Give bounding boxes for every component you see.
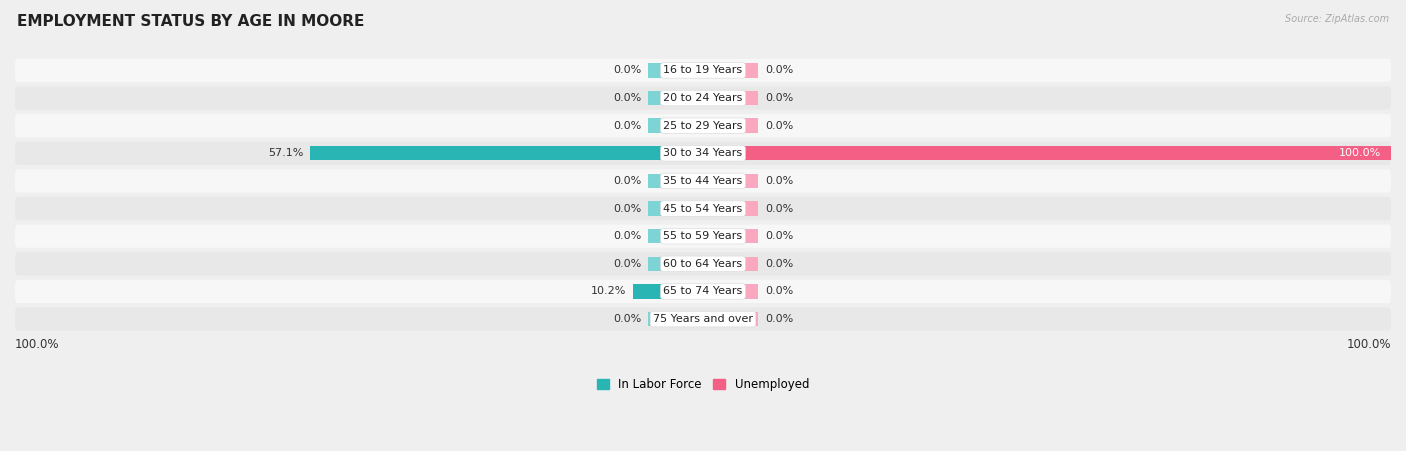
Text: 55 to 59 Years: 55 to 59 Years — [664, 231, 742, 241]
Text: 0.0%: 0.0% — [765, 314, 793, 324]
Bar — [703, 63, 758, 78]
Text: 0.0%: 0.0% — [765, 259, 793, 269]
Text: 0.0%: 0.0% — [613, 231, 641, 241]
Bar — [703, 229, 758, 244]
FancyBboxPatch shape — [15, 169, 1391, 193]
FancyBboxPatch shape — [15, 252, 1391, 276]
Bar — [703, 312, 758, 326]
FancyBboxPatch shape — [15, 197, 1391, 220]
Text: 16 to 19 Years: 16 to 19 Years — [664, 65, 742, 75]
Bar — [703, 202, 758, 216]
Text: 0.0%: 0.0% — [613, 314, 641, 324]
Text: 30 to 34 Years: 30 to 34 Years — [664, 148, 742, 158]
Text: 100.0%: 100.0% — [15, 338, 59, 351]
Bar — [633, 284, 703, 299]
Text: 0.0%: 0.0% — [613, 259, 641, 269]
Text: 60 to 64 Years: 60 to 64 Years — [664, 259, 742, 269]
Text: 0.0%: 0.0% — [765, 65, 793, 75]
Text: 0.0%: 0.0% — [765, 286, 793, 296]
Bar — [648, 257, 703, 271]
Bar — [703, 257, 758, 271]
Bar — [648, 312, 703, 326]
Text: 45 to 54 Years: 45 to 54 Years — [664, 203, 742, 214]
Text: 100.0%: 100.0% — [1339, 148, 1381, 158]
Bar — [311, 146, 703, 161]
Bar — [703, 174, 758, 188]
Bar — [648, 63, 703, 78]
Bar — [648, 174, 703, 188]
Text: 0.0%: 0.0% — [613, 176, 641, 186]
Bar — [648, 91, 703, 105]
Bar — [703, 91, 758, 105]
Text: 0.0%: 0.0% — [765, 176, 793, 186]
FancyBboxPatch shape — [15, 114, 1391, 137]
Text: 0.0%: 0.0% — [765, 231, 793, 241]
Text: 35 to 44 Years: 35 to 44 Years — [664, 176, 742, 186]
FancyBboxPatch shape — [15, 142, 1391, 165]
Text: 20 to 24 Years: 20 to 24 Years — [664, 93, 742, 103]
Bar — [648, 202, 703, 216]
FancyBboxPatch shape — [15, 59, 1391, 82]
Text: Source: ZipAtlas.com: Source: ZipAtlas.com — [1285, 14, 1389, 23]
Text: 65 to 74 Years: 65 to 74 Years — [664, 286, 742, 296]
Text: 0.0%: 0.0% — [613, 121, 641, 131]
Bar — [703, 146, 1391, 161]
Text: 25 to 29 Years: 25 to 29 Years — [664, 121, 742, 131]
Text: EMPLOYMENT STATUS BY AGE IN MOORE: EMPLOYMENT STATUS BY AGE IN MOORE — [17, 14, 364, 28]
Bar — [648, 119, 703, 133]
FancyBboxPatch shape — [15, 280, 1391, 303]
Text: 0.0%: 0.0% — [613, 203, 641, 214]
Bar — [703, 119, 758, 133]
Text: 0.0%: 0.0% — [613, 93, 641, 103]
FancyBboxPatch shape — [15, 225, 1391, 248]
Bar — [648, 229, 703, 244]
Text: 10.2%: 10.2% — [591, 286, 626, 296]
Bar — [703, 284, 758, 299]
Legend: In Labor Force, Unemployed: In Labor Force, Unemployed — [592, 373, 814, 396]
FancyBboxPatch shape — [15, 308, 1391, 331]
Text: 0.0%: 0.0% — [765, 121, 793, 131]
Text: 100.0%: 100.0% — [1347, 338, 1391, 351]
FancyBboxPatch shape — [15, 87, 1391, 110]
Text: 57.1%: 57.1% — [269, 148, 304, 158]
Text: 0.0%: 0.0% — [613, 65, 641, 75]
Text: 0.0%: 0.0% — [765, 93, 793, 103]
Text: 75 Years and over: 75 Years and over — [652, 314, 754, 324]
Text: 0.0%: 0.0% — [765, 203, 793, 214]
